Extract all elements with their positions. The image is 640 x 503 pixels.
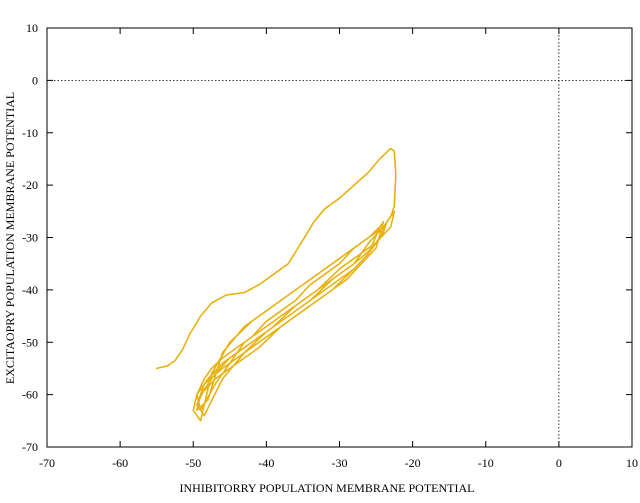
x-tick-label: 10 bbox=[626, 456, 638, 470]
x-tick-label: -10 bbox=[478, 456, 494, 470]
x-tick-label: -60 bbox=[112, 456, 128, 470]
y-tick-label: 10 bbox=[26, 21, 38, 35]
x-axis-label: INHIBITORRY POPULATION MEMBRANE POTENTIA… bbox=[179, 481, 474, 495]
y-tick-label: -60 bbox=[22, 388, 38, 402]
x-tick-label: -70 bbox=[39, 456, 55, 470]
plot-frame bbox=[46, 27, 633, 448]
y-tick-label: -70 bbox=[22, 440, 38, 454]
x-tick-label: -30 bbox=[332, 456, 348, 470]
tick-layer: -70 -60 -50 -40 -30 -20 -10 0 10 -70 -60 -50 -40 -30 -… bbox=[22, 21, 638, 470]
plot-layer bbox=[46, 27, 633, 448]
x-tick-label: 0 bbox=[556, 456, 562, 470]
y-tick-label: -10 bbox=[22, 126, 38, 140]
y-tick-label: -50 bbox=[22, 335, 38, 349]
y-tick-label: -30 bbox=[22, 231, 38, 245]
y-tick-label: -40 bbox=[22, 283, 38, 297]
x-tick-label: -20 bbox=[405, 456, 421, 470]
y-axis-label: EXCITAOPRY POPULATION MEMBRANE POTENTIAL bbox=[3, 92, 17, 384]
x-tick-label: -40 bbox=[258, 456, 274, 470]
y-tick-label: -20 bbox=[22, 178, 38, 192]
series-line-0 bbox=[155, 147, 397, 422]
x-tick-label: -50 bbox=[185, 456, 201, 470]
y-tick-label: 0 bbox=[32, 73, 38, 87]
